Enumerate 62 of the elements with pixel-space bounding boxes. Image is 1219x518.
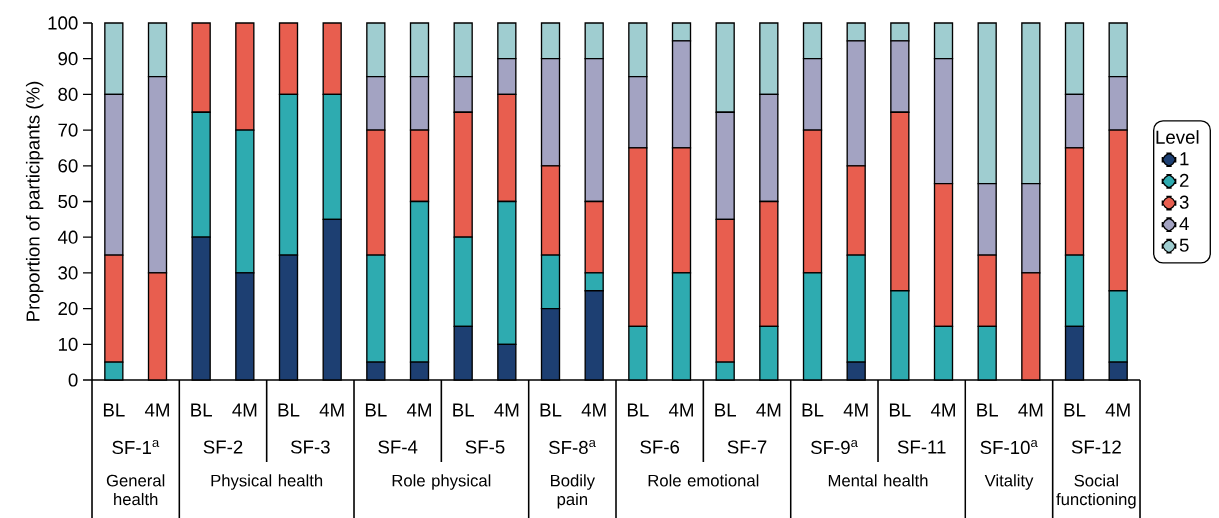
text: SF-7	[727, 440, 767, 454]
x-tick-label: 4M	[232, 403, 257, 417]
y-tick-label: 0	[68, 373, 78, 387]
x-tick-label: BL	[715, 403, 736, 417]
y-tick-label: 20	[58, 301, 78, 316]
x-tick-label: 4M	[406, 403, 431, 417]
text: Mental health	[828, 474, 928, 487]
y-axis-title: Proportion of participants (%)	[25, 81, 44, 321]
text: SF-10$^{a}$	[980, 439, 1038, 455]
text: SF-6	[640, 440, 680, 454]
x-tick-label: BL	[627, 403, 649, 417]
x-tick-label: BL	[278, 403, 300, 417]
y-tick-label: 100	[48, 16, 78, 30]
text: SF-8$^{a}$	[549, 439, 596, 455]
x-tick-label: 4M	[843, 403, 868, 417]
text: SF-5	[465, 440, 505, 454]
legend-label: 5	[1179, 238, 1189, 252]
y-tick-label: 90	[58, 52, 78, 66]
x-tick-label: 4M	[319, 403, 344, 417]
x-tick-label: 4M	[756, 403, 781, 417]
text: General health	[106, 474, 165, 506]
text: SF-12	[1071, 440, 1121, 454]
y-tick-label: 30	[58, 266, 78, 280]
text: SF-1$^{a}$	[112, 439, 160, 455]
x-tick-label: BL	[191, 403, 212, 417]
y-tick-label: 70	[58, 123, 78, 137]
x-tick-label: 4M	[930, 403, 955, 417]
x-tick-label: BL	[889, 403, 911, 417]
y-tick-label: 80	[58, 87, 78, 102]
x-tick-label: 4M	[668, 403, 693, 417]
x-tick-label: 4M	[581, 403, 606, 417]
text: SF-2	[203, 440, 243, 454]
y-tick-label: 60	[58, 159, 78, 173]
text: SF-11	[897, 440, 946, 454]
legend-label: 1	[1180, 152, 1189, 166]
legend-label: 4	[1179, 217, 1189, 231]
text: Role emotional	[648, 474, 759, 487]
x-tick-label: BL	[802, 403, 824, 417]
x-tick-label: BL	[977, 403, 998, 417]
text: Physical health	[211, 474, 323, 490]
text: Social functioning	[1056, 474, 1136, 509]
y-tick-label: 40	[57, 230, 78, 244]
x-tick-label: 4M	[1105, 403, 1130, 417]
text: SF-4	[378, 440, 418, 454]
x-tick-label: BL	[1064, 403, 1086, 417]
text: Bodily pain	[551, 474, 595, 509]
x-tick-label: BL	[540, 403, 562, 417]
x-tick-label: BL	[103, 403, 125, 417]
legend-label: 3	[1179, 195, 1189, 209]
x-tick-label: 4M	[144, 403, 169, 417]
x-tick-label: BL	[365, 403, 387, 417]
x-tick-label: 4M	[1018, 403, 1043, 417]
legend-label: 2	[1179, 173, 1189, 187]
x-tick-label: 4M	[494, 403, 519, 417]
legend-title: Level	[1156, 130, 1199, 144]
x-tick-label: BL	[453, 403, 474, 417]
y-tick-label: 10	[58, 337, 78, 351]
text: Vitality	[984, 474, 1034, 490]
y-tick-label: 50	[58, 194, 78, 209]
text: SF-3	[290, 440, 330, 454]
text: SF-9$^{a}$	[811, 439, 858, 455]
text: Role physical	[392, 474, 491, 490]
